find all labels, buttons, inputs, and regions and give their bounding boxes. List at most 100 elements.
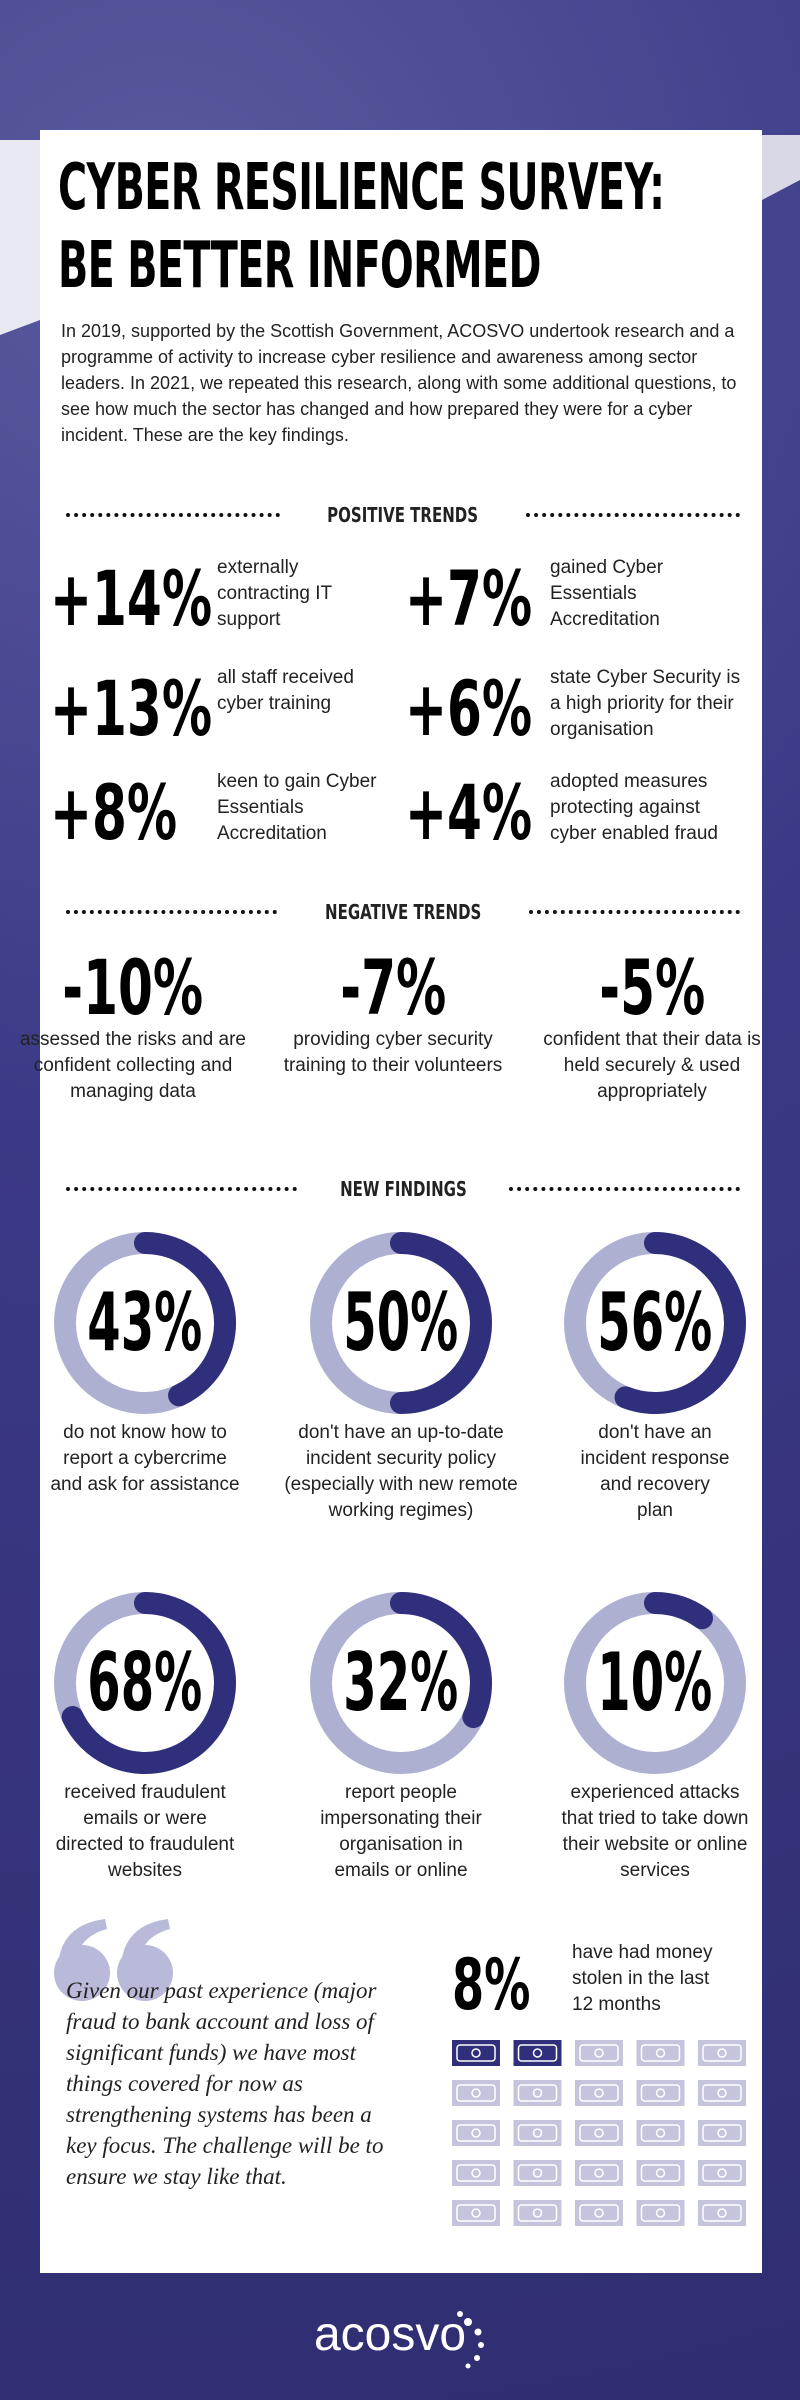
money-inner [456, 2164, 496, 2182]
money-coin [655, 2208, 666, 2218]
money-bill [575, 2120, 623, 2146]
money-coin [717, 2088, 727, 2098]
money-inner [456, 2204, 496, 2222]
money-icon [698, 2200, 746, 2226]
money-coin [717, 2168, 727, 2178]
intro-text: In 2019, supported by the Scottish Gover… [61, 321, 737, 445]
money-coin [532, 2088, 543, 2098]
money-icon [513, 2080, 562, 2106]
trend-figure: +13% [50, 664, 213, 753]
money-bill [698, 2200, 746, 2226]
money-icon [698, 2160, 746, 2186]
money-bill [636, 2040, 685, 2066]
money-inner [640, 2084, 681, 2102]
money-bill [513, 2040, 562, 2066]
money-inner [517, 2084, 558, 2102]
donut-arc [644, 1592, 714, 1630]
donut-label-wrap: 10% [555, 1638, 755, 1728]
money-icon [513, 2040, 562, 2066]
section-heading: NEGATIVE TRENDS [66, 897, 741, 927]
money-inner [640, 2164, 681, 2182]
money-inner [640, 2044, 681, 2062]
money-inner [517, 2204, 558, 2222]
money-icon [575, 2080, 623, 2106]
money-bill [636, 2200, 685, 2226]
money-icon [452, 2080, 500, 2106]
heading-text: NEW FINDINGS [339, 1177, 467, 1201]
finding-text: don't have an up-to-date incident securi… [284, 1422, 518, 1521]
money-figure: 8% [452, 1944, 531, 2026]
finding-text: do not know how to report a cybercrime a… [50, 1422, 240, 1495]
money-inner [640, 2204, 681, 2222]
section-heading: POSITIVE TRENDS [66, 500, 740, 530]
donut [310, 1592, 492, 1774]
trend-figure-wrap: +14% [50, 561, 296, 637]
money-bill [575, 2080, 623, 2106]
trend-text: state Cyber Security is a high priority … [550, 667, 741, 740]
donut-label: 43% [87, 1276, 203, 1369]
donut [54, 1592, 236, 1774]
donut [564, 1592, 746, 1774]
content-card [40, 130, 762, 2273]
donut-arc [390, 1592, 492, 1729]
money-coin [532, 2048, 543, 2058]
money-icon [575, 2120, 623, 2146]
money-coin [471, 2128, 481, 2138]
donut [564, 1232, 746, 1414]
money-bill [698, 2080, 746, 2106]
money-bill [575, 2200, 623, 2226]
money-coin [594, 2168, 604, 2178]
money-bill [513, 2120, 562, 2146]
money-bill [513, 2080, 562, 2106]
money-icon [636, 2200, 685, 2226]
trend-figure-wrap: -5% [532, 950, 772, 1026]
donut-label-wrap: 68% [45, 1638, 245, 1728]
money-icon [575, 2200, 623, 2226]
money-inner [640, 2124, 681, 2142]
title-line: BE BETTER INFORMED [58, 229, 541, 303]
money-icon [698, 2080, 746, 2106]
heading-text: POSITIVE TRENDS [327, 503, 479, 527]
trend-text: externally contracting IT support [217, 557, 332, 630]
money-coin [655, 2128, 666, 2138]
trend-figure-wrap: +6% [405, 671, 598, 747]
logo: acosvo [314, 2308, 484, 2369]
donut-label-wrap: 50% [301, 1278, 501, 1368]
trend-figure: -7% [340, 943, 446, 1032]
money-coin [471, 2168, 481, 2178]
donut [310, 1232, 492, 1414]
trend-figure: +14% [50, 554, 213, 643]
trend-text: assessed the risks and are confident col… [19, 1029, 246, 1102]
donut-arc [61, 1592, 236, 1774]
money-bill [452, 2160, 500, 2186]
donut-label-wrap: 43% [45, 1278, 245, 1368]
donut-arc [134, 1232, 236, 1407]
money-inner [702, 2204, 742, 2222]
money-icon [452, 2200, 500, 2226]
money-bill [698, 2120, 746, 2146]
money-bill [575, 2040, 623, 2066]
donut-label: 32% [343, 1636, 459, 1729]
money-coin [532, 2128, 543, 2138]
money-inner [579, 2044, 619, 2062]
logo-text: acosvo [314, 2308, 466, 2361]
trend-figure: -5% [599, 943, 705, 1032]
money-coin [717, 2048, 727, 2058]
heading-text: NEGATIVE TRENDS [324, 900, 482, 924]
money-bill [575, 2160, 623, 2186]
trend-figure-wrap: +8% [50, 775, 243, 851]
trend-figure-wrap: +4% [405, 775, 598, 851]
money-icon [513, 2120, 562, 2146]
trend-figure-wrap: +13% [50, 671, 296, 747]
money-inner [702, 2084, 742, 2102]
money-coin [594, 2208, 604, 2218]
money-coin [532, 2208, 543, 2218]
money-bill [452, 2040, 500, 2066]
money-icon [575, 2040, 623, 2066]
money-icon [513, 2200, 562, 2226]
money-inner [517, 2164, 558, 2182]
donut [54, 1232, 236, 1414]
money-inner [579, 2124, 619, 2142]
